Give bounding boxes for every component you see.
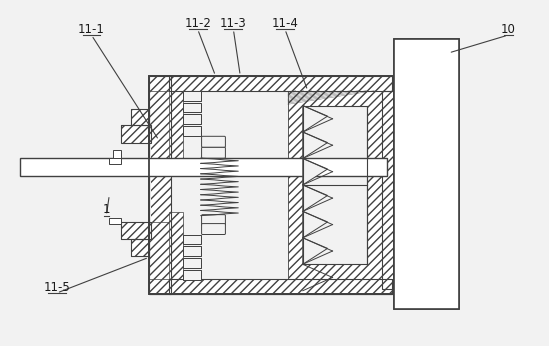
Bar <box>183 246 200 256</box>
Bar <box>149 91 171 158</box>
Bar <box>183 258 200 268</box>
Bar <box>183 91 200 101</box>
Bar <box>149 221 171 279</box>
Bar <box>169 76 392 91</box>
Polygon shape <box>302 106 328 132</box>
Bar <box>183 91 200 101</box>
Bar <box>149 76 171 294</box>
Bar <box>394 39 458 309</box>
Bar <box>109 218 121 224</box>
Bar <box>121 125 151 143</box>
Bar <box>183 115 200 125</box>
Bar <box>394 39 458 309</box>
Bar <box>183 246 200 256</box>
Bar <box>183 102 200 112</box>
Bar <box>382 91 394 289</box>
Bar <box>121 143 151 221</box>
Bar <box>183 126 200 136</box>
Bar <box>183 270 200 280</box>
Bar <box>183 235 200 244</box>
Text: 11-4: 11-4 <box>271 17 298 30</box>
Text: 11-5: 11-5 <box>43 281 70 293</box>
Bar <box>382 91 394 289</box>
Text: 11-2: 11-2 <box>184 17 211 30</box>
FancyBboxPatch shape <box>201 224 226 235</box>
Bar <box>183 270 200 280</box>
Bar <box>109 158 121 164</box>
Text: 11-3: 11-3 <box>220 17 247 30</box>
Text: 1: 1 <box>103 203 110 216</box>
Bar <box>113 150 121 158</box>
Bar <box>183 126 200 136</box>
Bar <box>131 109 149 125</box>
Bar <box>149 76 394 294</box>
Bar <box>121 221 151 239</box>
Bar <box>183 115 200 125</box>
Bar <box>169 91 288 289</box>
Bar <box>149 76 171 294</box>
Polygon shape <box>302 185 328 211</box>
Bar <box>169 91 183 168</box>
Bar <box>20 158 387 176</box>
Polygon shape <box>302 132 328 158</box>
Bar <box>131 239 149 256</box>
Bar <box>131 239 149 256</box>
Bar <box>169 279 392 294</box>
Bar <box>169 212 183 279</box>
Text: 10: 10 <box>501 23 516 36</box>
FancyBboxPatch shape <box>201 147 226 158</box>
Bar <box>121 221 151 239</box>
Bar <box>288 91 382 279</box>
Polygon shape <box>302 238 328 264</box>
Bar <box>288 91 382 289</box>
Bar <box>121 125 151 143</box>
Bar <box>149 76 394 294</box>
Bar <box>149 76 394 294</box>
Text: 11-1: 11-1 <box>78 23 105 36</box>
Bar <box>169 279 392 294</box>
FancyBboxPatch shape <box>201 215 226 226</box>
Bar <box>183 258 200 268</box>
Bar <box>131 109 149 125</box>
Bar <box>302 106 367 264</box>
Bar <box>183 235 200 244</box>
Polygon shape <box>302 158 328 185</box>
Bar <box>169 76 392 91</box>
Polygon shape <box>302 211 328 238</box>
FancyBboxPatch shape <box>201 136 226 147</box>
Bar <box>183 102 200 112</box>
